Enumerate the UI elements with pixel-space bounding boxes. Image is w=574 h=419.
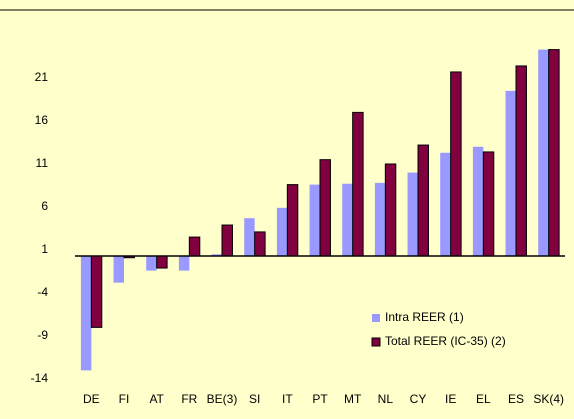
bar <box>178 256 190 271</box>
bar <box>548 49 560 257</box>
x-tick-label: CY <box>410 392 427 406</box>
bar <box>276 207 288 256</box>
y-tick-label: -14 <box>31 371 49 385</box>
bar <box>440 152 451 256</box>
legend-label: Total REER (IC-35) (2) <box>385 334 506 348</box>
x-tick-label: AT <box>149 392 164 406</box>
y-tick-label: 6 <box>41 199 48 213</box>
bar <box>472 146 484 256</box>
x-tick-label: BE(3) <box>207 392 238 406</box>
bar <box>254 231 266 257</box>
y-tick-label: 11 <box>36 156 49 170</box>
bar <box>374 182 386 256</box>
bar <box>352 111 364 257</box>
x-tick-label: SK(4) <box>533 392 564 406</box>
bar <box>286 184 299 257</box>
x-tick-label: SI <box>249 392 260 406</box>
y-tick-label: -9 <box>37 328 48 342</box>
bar <box>515 65 527 257</box>
bar <box>211 254 222 256</box>
x-tick-label: FR <box>181 392 197 406</box>
x-tick-label: PT <box>312 392 328 406</box>
bar <box>505 90 516 256</box>
bar <box>417 144 429 257</box>
legend-swatch <box>371 337 381 347</box>
legend-swatch <box>372 314 380 322</box>
bar <box>538 49 549 256</box>
x-tick-label: FI <box>119 392 130 406</box>
x-tick-label: DE <box>83 392 100 406</box>
bar <box>146 256 157 271</box>
y-tick-label: 21 <box>35 70 49 84</box>
bar <box>309 184 320 256</box>
x-tick-label: EL <box>476 392 491 406</box>
bar <box>384 163 397 257</box>
y-tick-label: -4 <box>37 285 48 299</box>
bar <box>221 224 233 257</box>
y-tick-label: 1 <box>41 242 48 256</box>
x-tick-label: IE <box>445 392 456 406</box>
bar <box>450 71 462 257</box>
bar <box>342 183 353 256</box>
x-tick-label: MT <box>344 392 362 406</box>
x-tick-label: NL <box>378 392 394 406</box>
x-tick-label: IT <box>282 392 293 406</box>
bar <box>188 236 201 257</box>
x-tick-label: ES <box>508 392 524 406</box>
bar <box>482 151 495 257</box>
bar <box>319 159 331 257</box>
bar <box>407 172 418 256</box>
legend-label: Intra REER (1) <box>385 310 464 324</box>
bar <box>156 255 168 269</box>
y-tick-label: 16 <box>35 113 49 127</box>
bar <box>90 255 103 328</box>
bar <box>244 218 255 256</box>
bar <box>80 256 92 371</box>
bar <box>113 256 124 283</box>
